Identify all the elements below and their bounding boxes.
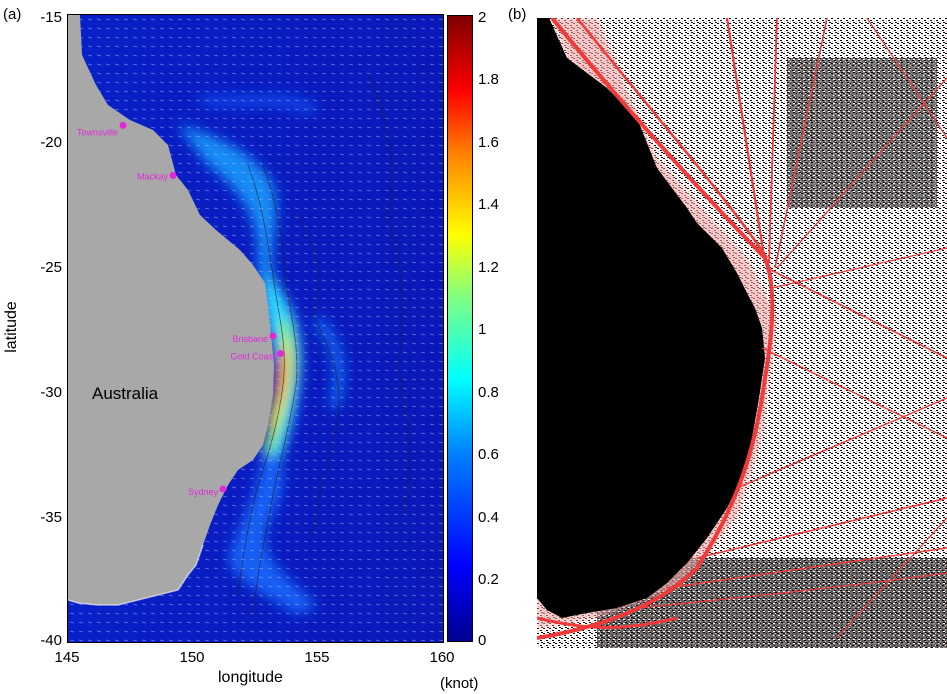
x-tick: 160 (429, 649, 455, 666)
city-marker (169, 172, 177, 180)
land-label: Australia (92, 384, 159, 403)
ocean-current-map (68, 15, 443, 642)
colorbar-tick: 1 (478, 321, 487, 338)
city-marker (269, 332, 277, 340)
city-layer: Townsville Mackay Brisbane Gold Coast Sydney (77, 121, 284, 497)
map-frame (67, 14, 444, 643)
colorbar-tick: 1.6 (478, 134, 499, 151)
x-tick: 150 (179, 649, 205, 666)
colorbar-tick: 1.2 (478, 259, 499, 276)
ship-track-density-map (537, 18, 947, 648)
colorbar-tick: 0 (478, 632, 487, 649)
colorbar-tick: 0.8 (478, 384, 499, 401)
y-tick: -25 (40, 259, 62, 276)
city-label: Gold Coast (230, 352, 276, 362)
colorbar-tick: 1.8 (478, 71, 499, 88)
y-tick: -30 (40, 384, 62, 401)
x-tick: 155 (304, 649, 330, 666)
city-marker (119, 121, 127, 129)
colorbar-unit: (knot) (440, 675, 479, 692)
y-tick: -15 (40, 9, 62, 26)
y-tick: -40 (40, 632, 62, 649)
ship-tracks (537, 18, 947, 640)
colorbar (447, 15, 473, 642)
city-marker (219, 485, 227, 493)
panel-b-label: (b) (508, 6, 527, 23)
x-axis-label: longitude (218, 669, 283, 686)
australia-landmass (68, 15, 274, 605)
y-tick: -20 (40, 134, 62, 151)
y-tick: -35 (40, 509, 62, 526)
landmass-black (537, 18, 765, 618)
colorbar-tick: 1.4 (478, 196, 499, 213)
city-label: Townsville (77, 127, 118, 137)
colorbar-tick: 0.2 (478, 571, 499, 588)
colorbar-tick: 2 (478, 9, 487, 26)
panel-a-label: (a) (3, 6, 22, 23)
y-axis-label: latitude (2, 301, 20, 353)
x-tick: 145 (54, 649, 80, 666)
city-marker (277, 350, 284, 358)
city-label: Sydney (188, 487, 219, 497)
city-label: Brisbane (232, 334, 268, 344)
city-label: Mackay (137, 172, 169, 182)
colorbar-tick: 0.4 (478, 509, 499, 526)
colorbar-tick: 0.6 (478, 446, 499, 463)
